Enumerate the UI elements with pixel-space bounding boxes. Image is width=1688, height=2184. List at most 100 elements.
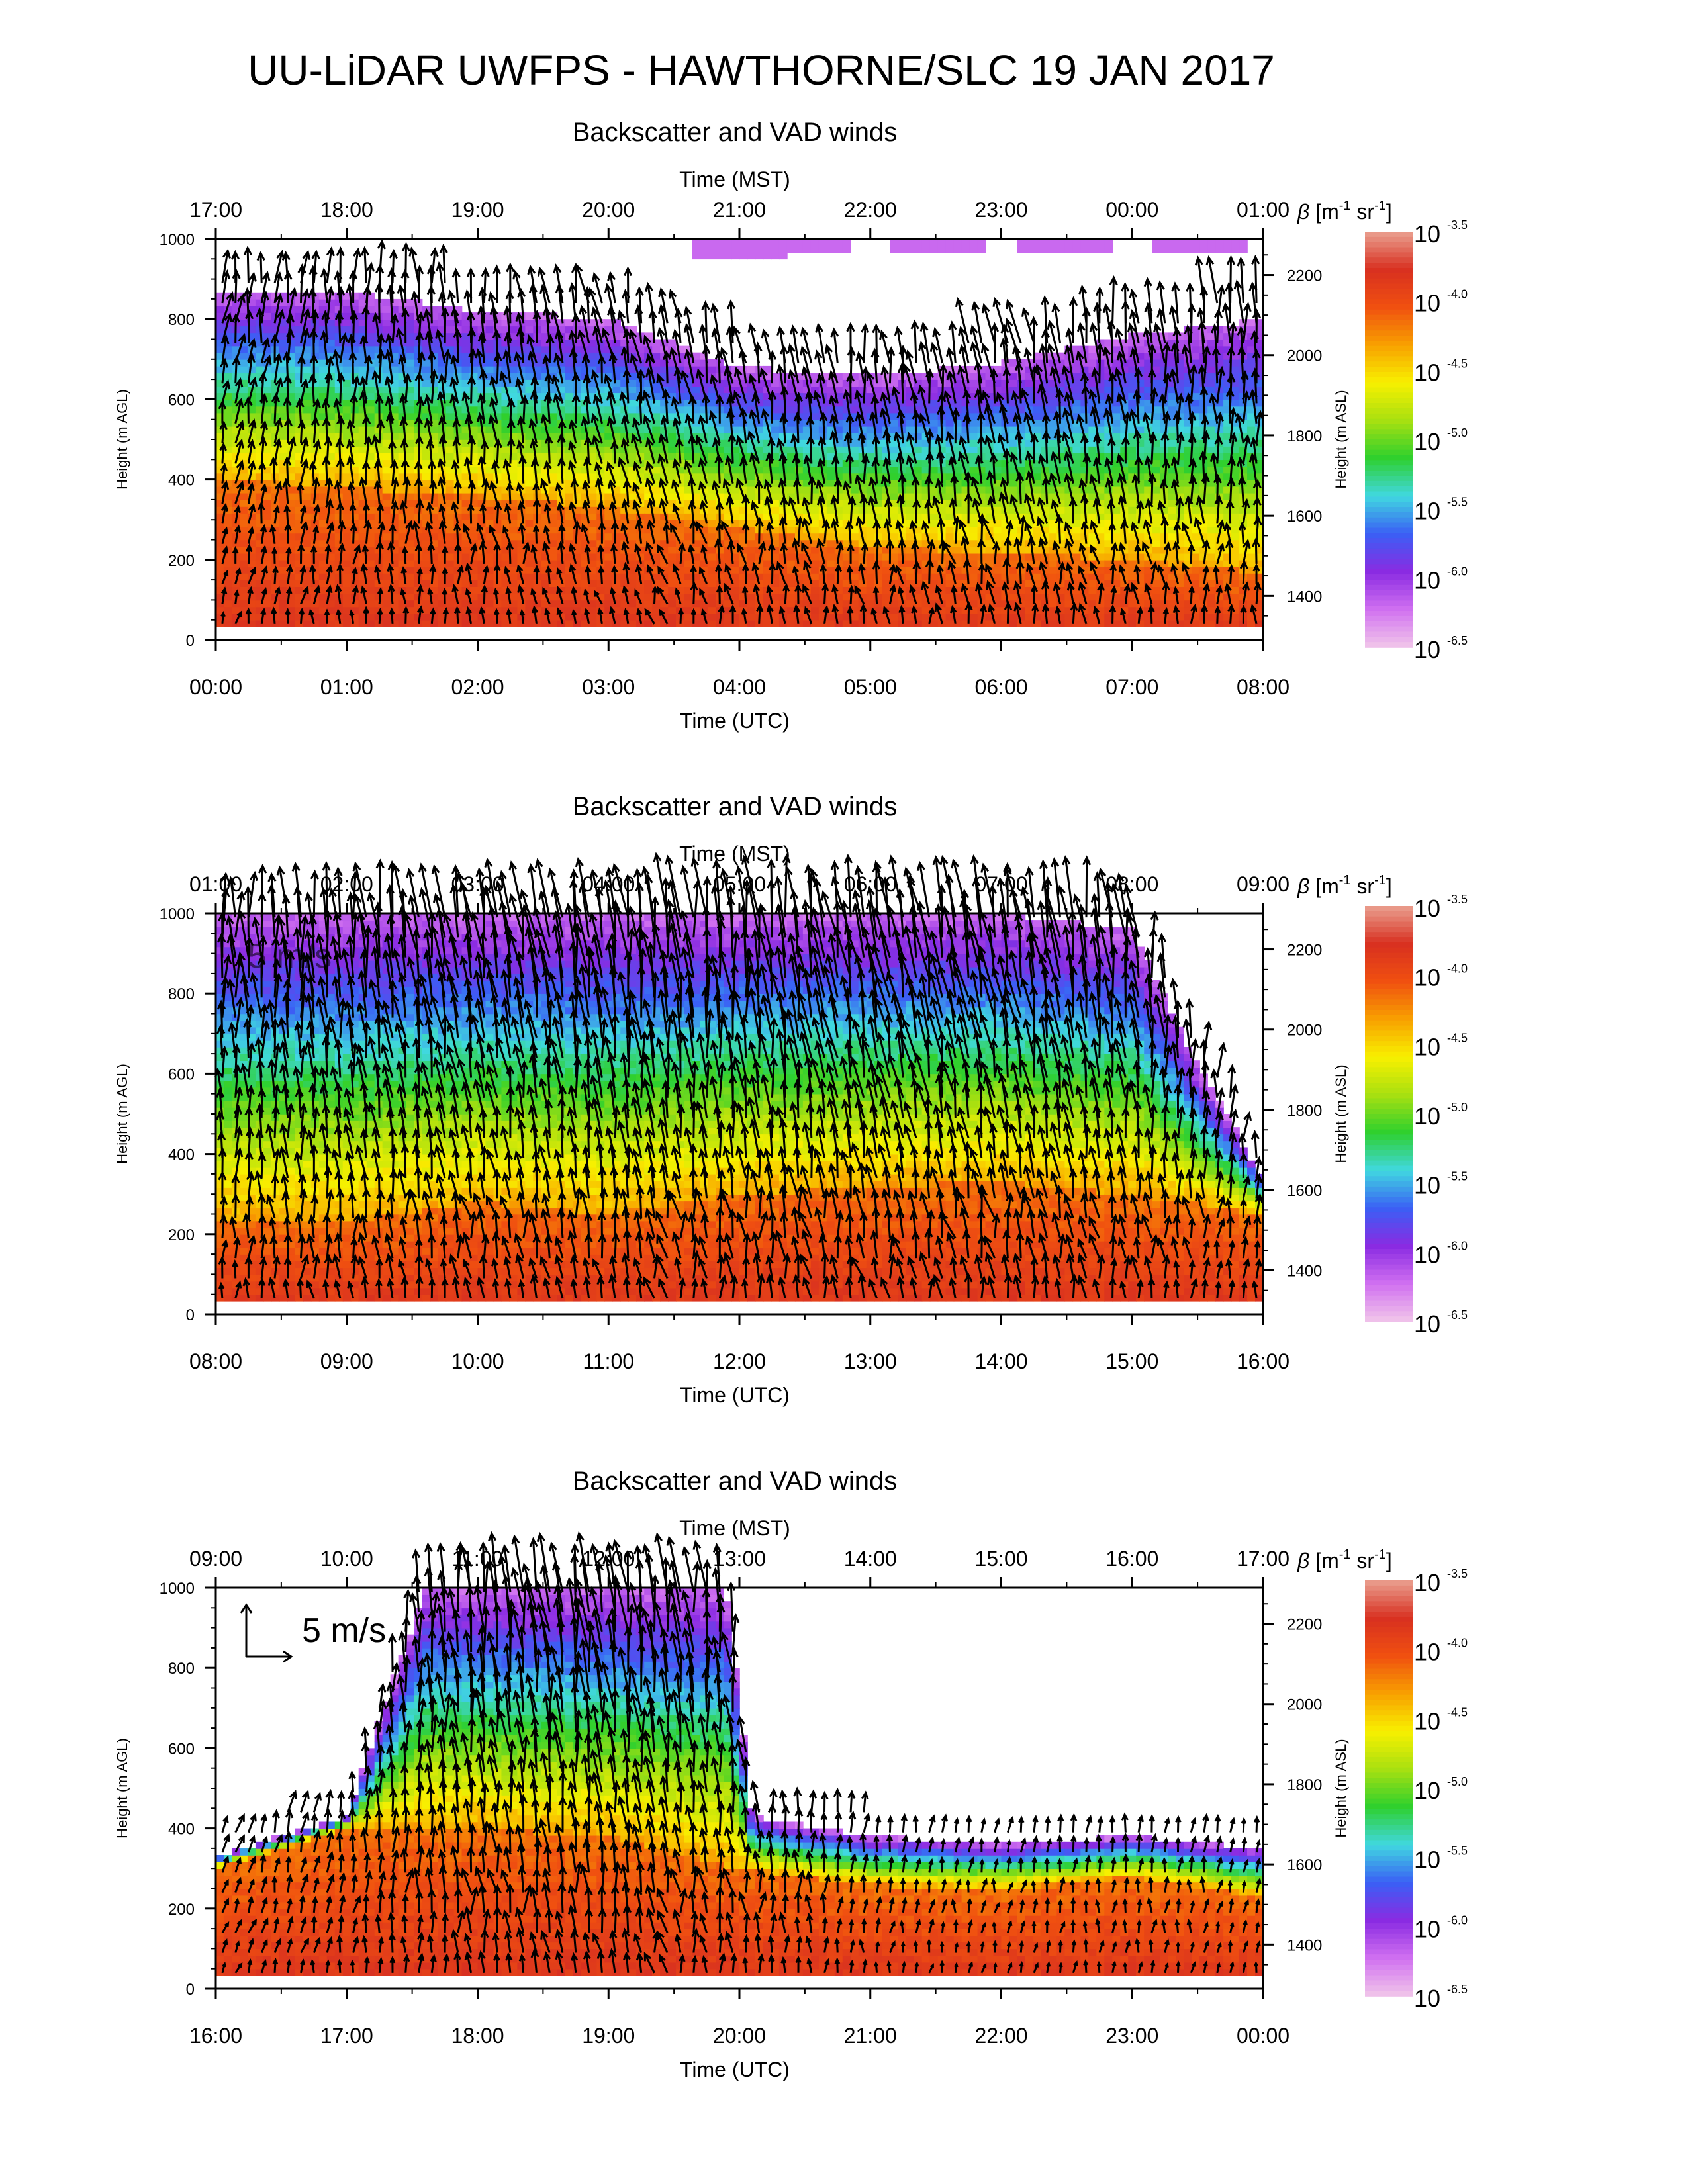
backscatter-cell [240, 586, 248, 594]
backscatter-cell [383, 493, 391, 500]
backscatter-cell [263, 506, 272, 514]
backscatter-cell [446, 413, 455, 420]
backscatter-cell [509, 513, 518, 520]
backscatter-cell [1088, 353, 1097, 360]
backscatter-cell [422, 359, 431, 367]
backscatter-cell [509, 392, 518, 400]
backscatter-cell [1049, 573, 1057, 580]
backscatter-cell [1072, 346, 1081, 353]
backscatter-cell [1064, 506, 1073, 514]
backscatter-cell [851, 486, 859, 494]
backscatter-cell [890, 614, 899, 621]
backscatter-cell [406, 600, 415, 607]
backscatter-cell [1049, 439, 1057, 447]
backscatter-cell [644, 586, 653, 594]
backscatter-cell [565, 493, 573, 500]
backscatter-cell [708, 446, 716, 453]
backscatter-cell [240, 593, 248, 600]
backscatter-cell [811, 614, 820, 621]
backscatter-cell [970, 520, 978, 527]
backscatter-cell [970, 533, 978, 540]
backscatter-cell [1088, 439, 1097, 447]
backscatter-cell [771, 246, 780, 253]
backscatter-cell [827, 466, 835, 473]
backscatter-cell [263, 500, 272, 507]
backscatter-cell [462, 386, 471, 393]
backscatter-cell [311, 340, 320, 347]
backscatter-cell [287, 366, 296, 373]
backscatter-cell [485, 326, 494, 333]
backscatter-cell [628, 600, 637, 607]
backscatter-cell [319, 386, 328, 393]
backscatter-cell [256, 346, 264, 353]
backscatter-cell [279, 620, 288, 627]
backscatter-cell [994, 614, 1002, 621]
backscatter-cell [359, 446, 367, 453]
backscatter-cell [343, 346, 352, 353]
backscatter-cell [422, 453, 431, 460]
backscatter-cell [462, 547, 471, 554]
backscatter-cell [890, 373, 899, 380]
backscatter-cell [501, 406, 510, 414]
backscatter-cell [565, 533, 573, 540]
backscatter-cell [422, 480, 431, 487]
backscatter-cell [700, 239, 708, 246]
backscatter-cell [803, 239, 812, 246]
backscatter-cell [906, 420, 915, 427]
backscatter-cell [216, 306, 224, 313]
backscatter-cell [684, 580, 692, 587]
backscatter-cell [588, 513, 597, 520]
backscatter-cell [771, 426, 780, 433]
backscatter-cell [462, 446, 471, 453]
backscatter-cell [708, 459, 716, 467]
backscatter-cell [367, 493, 375, 500]
backscatter-cell [859, 620, 867, 627]
backscatter-cell [628, 567, 637, 574]
backscatter-cell [628, 446, 637, 453]
backscatter-cell [811, 593, 820, 600]
backscatter-cell [462, 513, 471, 520]
backscatter-cell [263, 386, 272, 393]
backscatter-cell [1096, 399, 1105, 406]
backscatter-cell [946, 426, 955, 433]
backscatter-cell [485, 593, 494, 600]
backscatter-cell [1072, 366, 1081, 373]
backscatter-cell [962, 567, 970, 574]
backscatter-cell [867, 593, 875, 600]
backscatter-cell [787, 513, 796, 520]
backscatter-cell [367, 614, 375, 621]
backscatter-cell [351, 366, 359, 373]
backscatter-cell [279, 386, 288, 393]
backscatter-cell [327, 620, 336, 627]
backscatter-cell [1009, 439, 1017, 447]
backscatter-cell [1033, 466, 1041, 473]
backscatter-cell [446, 533, 455, 540]
backscatter-cell [367, 406, 375, 414]
backscatter-cell [525, 466, 534, 473]
backscatter-cell [1049, 620, 1057, 627]
backscatter-cell [1025, 446, 1033, 453]
backscatter-cell [446, 520, 455, 527]
backscatter-cell [1009, 553, 1017, 561]
backscatter-cell [327, 413, 336, 420]
backscatter-cell [335, 573, 344, 580]
backscatter-cell [485, 513, 494, 520]
backscatter-cell [684, 493, 692, 500]
backscatter-cell [890, 533, 899, 540]
backscatter-cell [485, 506, 494, 514]
backscatter-cell [383, 573, 391, 580]
backscatter-cell [224, 560, 232, 567]
backscatter-cell [343, 433, 352, 440]
backscatter-cell [509, 593, 518, 600]
backscatter-cell [485, 366, 494, 373]
backscatter-cell [787, 614, 796, 621]
backscatter-cell [517, 540, 526, 547]
backscatter-cell [708, 573, 716, 580]
backscatter-cell [724, 439, 732, 447]
backscatter-cell [1088, 246, 1097, 253]
backscatter-cell [739, 246, 748, 253]
backscatter-cell [327, 473, 336, 480]
backscatter-cell [462, 433, 471, 440]
backscatter-cell [835, 439, 843, 447]
backscatter-cell [549, 533, 557, 540]
